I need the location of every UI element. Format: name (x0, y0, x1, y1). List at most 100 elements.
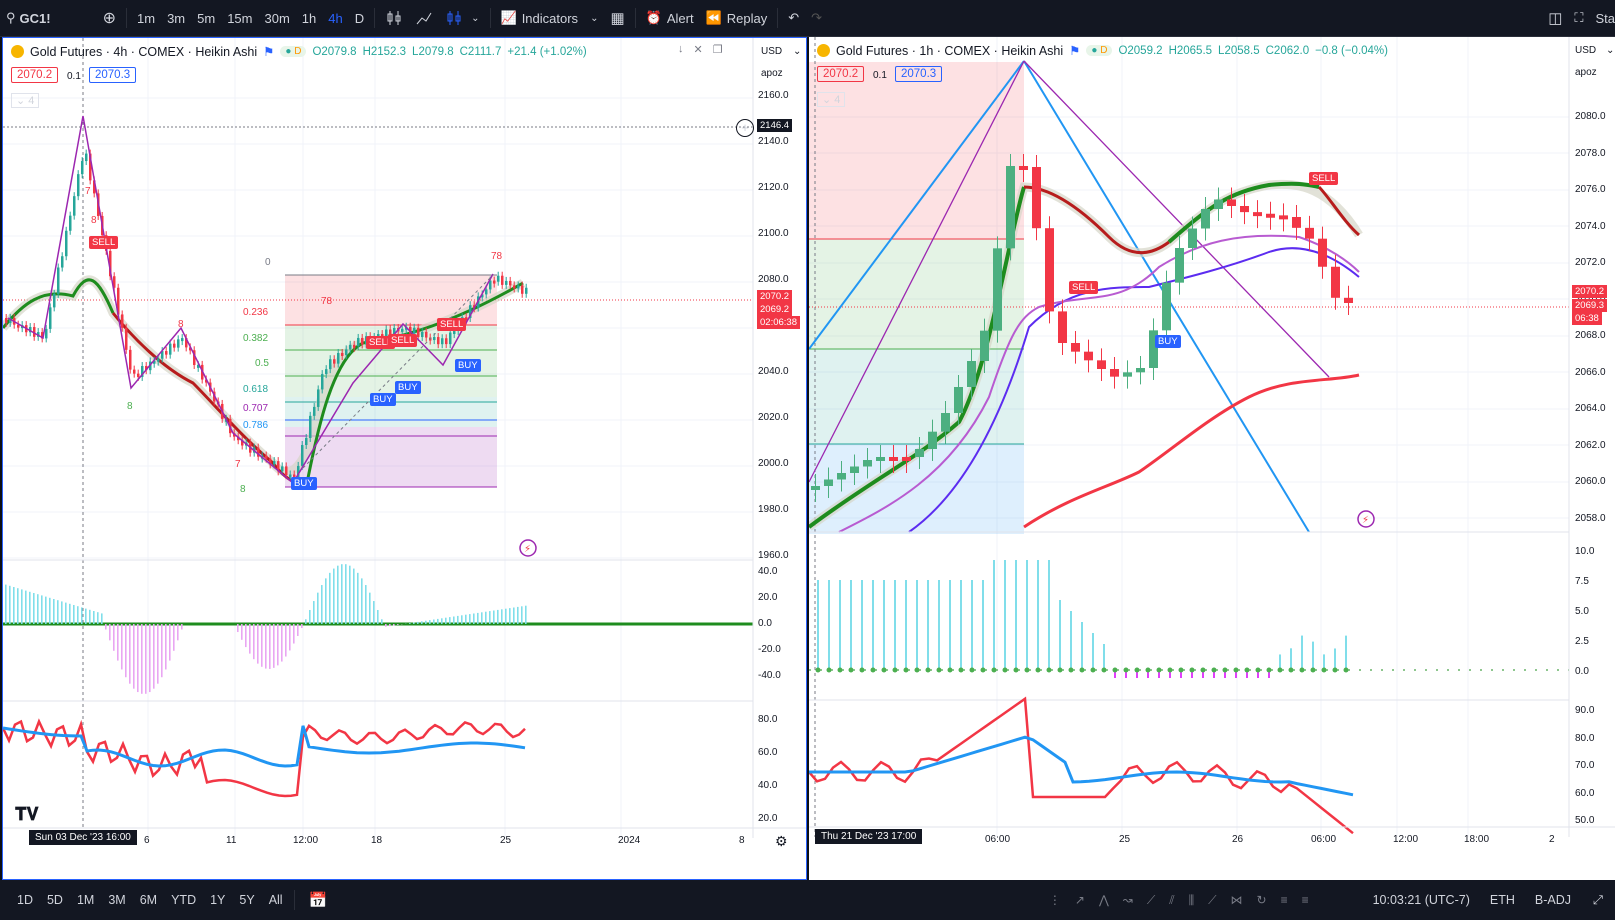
bar-countdown: 02:06:38 (757, 316, 800, 329)
range-all[interactable]: All (268, 893, 283, 907)
interval-d[interactable]: D (354, 10, 365, 26)
fib-label: 0.5 (255, 358, 269, 369)
calendar-icon[interactable]: 📅 (308, 892, 328, 909)
chart-type-icon[interactable]: ⌄ (439, 0, 485, 36)
macd-tick: 40.0 (758, 566, 778, 577)
adjustment-toggle[interactable]: B-ADJ (1534, 893, 1571, 907)
flag-icon[interactable]: ⚑ (1069, 44, 1081, 58)
right-chart-pane[interactable]: ⚡ Gold Futures · 1h · COMEX · Heikin Ash… (809, 37, 1615, 880)
buy-signal[interactable]: BUY (291, 477, 317, 490)
layers-toggle[interactable]: ⌄ 4 (817, 92, 846, 107)
flag-icon[interactable]: ⚑ (263, 45, 275, 59)
layers-toggle[interactable]: ⌄ 4 (11, 93, 40, 108)
drawing-tools-strip[interactable]: ⋮↗⋀↝⟋⫽⫼⟋⋈↻≡≡ (1048, 892, 1323, 907)
range-ytd[interactable]: YTD (171, 893, 197, 907)
alert-button[interactable]: ⏰ Alert (645, 10, 694, 26)
chevron-down-icon[interactable]: ⌄ (1606, 45, 1615, 56)
range-1y[interactable]: 1Y (210, 893, 226, 907)
interval-1h[interactable]: 1h (301, 10, 317, 26)
ohlc-open: O2059.2 (1118, 44, 1163, 57)
ask-price[interactable]: 2070.3 (89, 67, 137, 83)
macd-bar (65, 602, 67, 624)
sell-signal[interactable]: SELL (388, 334, 418, 347)
buy-signal[interactable]: BUY (1155, 335, 1181, 348)
left-pane-controls: ↓ ✕ ❐ (678, 43, 723, 56)
range-5y[interactable]: 5Y (239, 893, 255, 907)
macd-bar (497, 609, 499, 624)
interval-3m[interactable]: 3m (167, 10, 186, 26)
gear-icon[interactable]: ⚙ (775, 833, 788, 849)
histogram-dot (1277, 667, 1283, 673)
scale-mode[interactable]: apoz (761, 68, 783, 79)
histogram-bar (839, 580, 841, 670)
time-tick: 06:00 (985, 834, 1011, 845)
sell-signal[interactable]: SELL (89, 236, 119, 249)
chevron-down-icon[interactable]: ⌄ (793, 46, 802, 57)
sell-signal[interactable]: SELL (1309, 172, 1339, 185)
macd-bar (313, 601, 315, 624)
currency-select[interactable]: USD (1575, 45, 1597, 56)
interval-1m[interactable]: 1m (137, 10, 156, 26)
right-chart-title[interactable]: Gold Futures · 1h · COMEX · Heikin Ashi (836, 43, 1064, 58)
interval-30m[interactable]: 30m (264, 10, 290, 26)
arrow-down-icon[interactable]: ↓ (678, 43, 684, 55)
candles-icon[interactable] (379, 0, 409, 36)
interval-15m[interactable]: 15m (227, 10, 253, 26)
left-chart-pane[interactable]: ⚡ Gold Futures · 4h · COMEX · Heikin Ash… (2, 37, 807, 880)
maximize-icon[interactable]: ❐ (712, 44, 723, 56)
interval-5m[interactable]: 5m (197, 10, 216, 26)
histogram-bar (1191, 670, 1193, 678)
buy-signal[interactable]: BUY (395, 381, 421, 394)
scale-mode[interactable]: apoz (1575, 67, 1597, 78)
macd-bar (133, 624, 135, 689)
buy-signal[interactable]: BUY (370, 393, 396, 406)
buy-signal[interactable]: BUY (455, 359, 481, 372)
layout-button[interactable]: ◫ (1542, 0, 1568, 36)
price-tick: 2072.0 (1575, 257, 1606, 268)
macd-bar (309, 609, 311, 624)
left-chart-canvas[interactable]: ⚡ (3, 38, 807, 880)
last-price-2: 2069.2 (757, 303, 793, 316)
macd-bar (465, 614, 467, 624)
right-legend: Gold Futures · 1h · COMEX · Heikin Ashi … (817, 43, 1388, 58)
currency-select[interactable]: USD (761, 46, 783, 57)
range-3m[interactable]: 3M (108, 893, 126, 907)
clock[interactable]: 10:03:21 (UTC-7) (1372, 893, 1470, 907)
range-6m[interactable]: 6M (139, 893, 158, 907)
templates-button[interactable]: ▦ (604, 0, 630, 36)
macd-bar (345, 564, 347, 624)
sell-signal[interactable]: SELL (366, 336, 396, 349)
line-chart-icon[interactable] (409, 0, 439, 36)
price-tick: 2068.0 (1575, 330, 1606, 341)
histogram-bar (982, 580, 984, 670)
sell-signal[interactable]: SELL (1069, 281, 1099, 294)
replay-button[interactable]: ⏪ Replay (705, 10, 768, 26)
fullscreen-button[interactable]: ⛶ (1568, 0, 1589, 36)
undo-button[interactable]: ↶ (782, 0, 805, 36)
right-chart-canvas[interactable]: ⚡ (809, 37, 1615, 880)
session-toggle[interactable]: ETH (1489, 893, 1515, 907)
macd-bar (265, 624, 267, 669)
symbol-search[interactable]: ⚲ GC1! (6, 10, 51, 26)
range-5d[interactable]: 5D (46, 893, 63, 907)
indicators-button[interactable]: 📈 Indicators ⌄ (500, 10, 599, 26)
bid-price[interactable]: 2070.2 (11, 67, 59, 83)
range-1m[interactable]: 1M (76, 893, 95, 907)
time-tick: 26 (1232, 834, 1244, 845)
interval-4h[interactable]: 4h (328, 10, 343, 26)
publish-button[interactable]: Sta (1595, 10, 1615, 26)
range-1d[interactable]: 1D (17, 893, 33, 907)
sell-signal[interactable]: SELL (437, 318, 467, 331)
price-tick: 2120.0 (758, 182, 789, 193)
redo-button[interactable]: ↷ (805, 0, 828, 36)
maximize-icon[interactable]: ⤢ (1592, 892, 1603, 907)
ask-price[interactable]: 2070.3 (895, 66, 943, 82)
price-tick: 2080.0 (758, 274, 789, 285)
histogram-bar (828, 580, 830, 670)
close-icon[interactable]: ✕ (693, 44, 703, 56)
histogram-bar (894, 580, 896, 670)
compare-button[interactable]: ⊕ (97, 0, 122, 36)
left-chart-title[interactable]: Gold Futures · 4h · COMEX · Heikin Ashi (30, 44, 258, 59)
bid-price[interactable]: 2070.2 (817, 66, 865, 82)
fib-label: 0.707 (243, 403, 269, 414)
